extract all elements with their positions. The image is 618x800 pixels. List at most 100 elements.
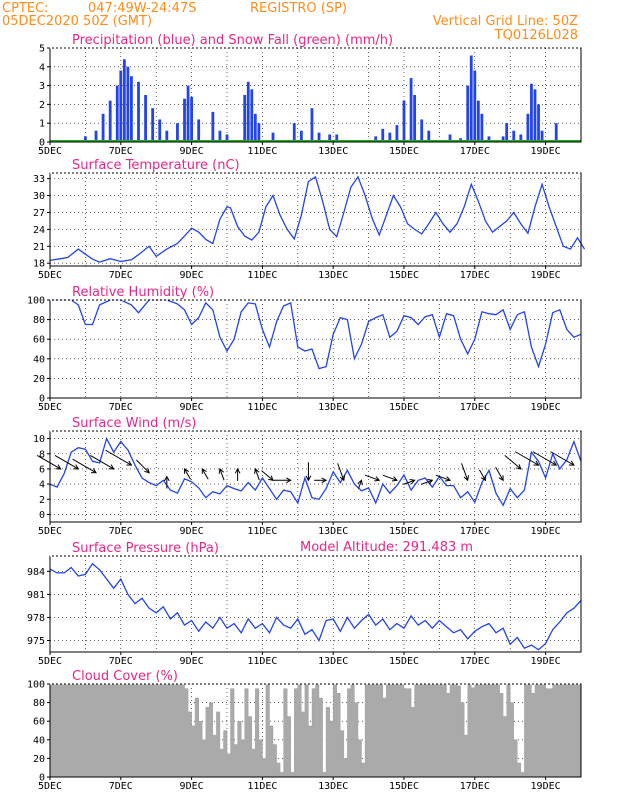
wind-arrow-shaft	[435, 474, 451, 481]
precip-bar	[299, 130, 303, 142]
panel-precipitation-blue: Precipitation (blue) and Snow Fall (gree…	[38, 33, 582, 157]
x-tick-label: 11DEC	[247, 402, 277, 413]
x-tick-label: 7DEC	[109, 402, 133, 413]
precip-bar	[211, 111, 215, 142]
wind-arrow	[36, 454, 62, 470]
precip-bar	[165, 130, 169, 142]
panel-relative-humidity-line	[50, 299, 582, 370]
precip-bar	[176, 123, 179, 142]
x-tick-label: 19DEC	[531, 270, 561, 281]
panel-surface-pressure-line	[49, 562, 582, 651]
header-grid-note: Vertical Grid Line: 50Z	[433, 14, 578, 29]
panel-precipitation-blue-frame	[49, 47, 582, 143]
y-tick-label: 0	[39, 773, 45, 784]
y-tick-label: 100	[27, 680, 45, 691]
y-tick-label: 24	[33, 225, 45, 236]
precip-bar	[512, 130, 516, 142]
panel-surface-pressure: Surface Pressure (hPa) 975 978 981 984 5DEC 7D…	[27, 541, 582, 667]
precip-bar	[501, 136, 505, 142]
precip-bar	[130, 76, 133, 142]
x-tick-label: 9DEC	[180, 146, 204, 157]
precip-bar	[197, 119, 201, 142]
wind-arrow-head	[163, 475, 170, 482]
precip-bar	[409, 78, 413, 142]
x-tick-label: 13DEC	[318, 656, 348, 667]
wind-arrow-head	[55, 464, 62, 470]
wind-arrow-shaft	[478, 469, 486, 481]
y-tick-label: 2	[39, 495, 45, 506]
model-altitude-label: Model Altitude: 291.483 m	[300, 540, 473, 555]
x-tick-label: 15DEC	[389, 656, 419, 667]
y-tick-label: 30	[33, 191, 45, 202]
wind-arrow-head	[126, 460, 133, 466]
precip-bar	[225, 134, 229, 142]
wind-arrow	[183, 468, 191, 480]
precip-bar	[126, 66, 130, 142]
panel-surface-temperature: Surface Temperature (nC) 18 21 24 27 30 33 5DEC…	[33, 158, 586, 281]
precip-bar	[533, 89, 537, 142]
x-tick-label: 9DEC	[180, 402, 204, 413]
wind-arrow-shaft	[403, 479, 415, 485]
wind-arrow-shaft	[184, 468, 191, 480]
y-tick-label: 40	[33, 735, 45, 746]
x-tick-label: 11DEC	[247, 781, 277, 792]
y-tick-label: 5	[39, 44, 45, 55]
wind-arrow	[272, 477, 292, 484]
precip-bar	[413, 95, 417, 142]
wind-arrow-head	[201, 468, 207, 474]
y-tick-label: 978	[27, 613, 45, 624]
x-tick-label: 9DEC	[180, 526, 204, 537]
y-tick-label: 981	[27, 590, 45, 601]
wind-arrow-shaft	[495, 467, 504, 481]
wind-arrow-shaft	[105, 449, 132, 466]
wind-arrow-head	[445, 476, 452, 482]
precip-bar	[487, 136, 491, 142]
precip-bar	[101, 113, 105, 142]
precip-bar	[469, 55, 473, 142]
wind-arrow	[420, 479, 434, 485]
wind-arrow-head	[427, 479, 434, 485]
x-tick-label: 19DEC	[531, 146, 561, 157]
x-tick-label: 19DEC	[531, 781, 561, 792]
x-tick-label: 5DEC	[38, 526, 62, 537]
precip-bar	[530, 83, 533, 142]
wind-arrow-shaft	[219, 468, 225, 481]
x-tick-label: 9DEC	[180, 781, 204, 792]
wind-arrow	[163, 475, 170, 489]
y-tick-label: 4	[39, 62, 45, 73]
y-tick-label: 10	[33, 434, 45, 445]
y-tick-label: 6	[39, 464, 45, 475]
x-tick-label: 11DEC	[247, 146, 277, 157]
wind-arrow-head	[183, 468, 190, 474]
wind-arrow-head	[533, 460, 540, 466]
wind-arrow-head	[463, 475, 469, 482]
precip-bar	[388, 132, 392, 142]
wind-arrow	[495, 467, 504, 482]
x-tick-label: 13DEC	[318, 402, 348, 413]
y-tick-label: 2	[39, 100, 45, 111]
panel-surface-temperature-title: Surface Temperature (nC)	[72, 158, 240, 173]
wind-arrow	[254, 467, 260, 481]
header-run: 05DEC2020 50Z (GMT)	[2, 14, 152, 29]
x-tick-label: 5DEC	[38, 781, 62, 792]
wind-arrow	[90, 454, 115, 470]
x-tick-label: 13DEC	[318, 270, 348, 281]
y-tick-label: 40	[33, 354, 45, 365]
header-station: REGISTRO (SP)	[250, 1, 347, 16]
precip-bar	[271, 132, 275, 142]
wind-arrow	[54, 454, 80, 470]
wind-arrow	[514, 451, 540, 466]
precip-bar	[158, 119, 162, 142]
precip-bar	[519, 134, 523, 142]
precip-bar	[473, 70, 477, 142]
y-tick-label: 18	[33, 259, 45, 270]
y-tick-label: 33	[33, 174, 45, 185]
y-tick-label: 0	[39, 394, 45, 405]
precip-bar	[94, 130, 98, 142]
x-tick-label: 17DEC	[460, 781, 490, 792]
precip-bar	[540, 130, 544, 142]
wind-arrow	[218, 467, 225, 481]
wind-arrow	[403, 479, 416, 485]
wind-arrow-head	[568, 460, 575, 466]
